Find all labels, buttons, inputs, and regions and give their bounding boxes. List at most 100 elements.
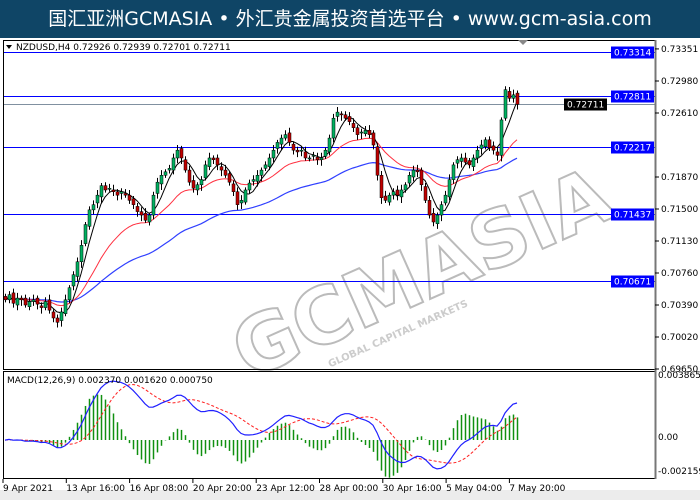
time-tick-label: 28 Apr 00:00 (320, 484, 379, 494)
ma-slow-line (4, 157, 518, 303)
candles (3, 86, 520, 328)
bull-candle (107, 187, 112, 190)
price-tick-label: 0.72610 (661, 109, 698, 119)
bull-candle (263, 164, 268, 169)
bear-candle (287, 132, 292, 143)
macd-axis: 0.003865 0.00 -0.002159 (658, 371, 700, 477)
bear-candle (51, 311, 56, 319)
macd-main-line (4, 380, 518, 470)
bull-candle (247, 182, 252, 191)
bull-candle (499, 119, 504, 156)
bull-candle (311, 155, 316, 157)
bear-candle (139, 211, 144, 216)
current-price-label: 0.72711 (567, 101, 604, 111)
macd-tick-label: 0.00 (658, 433, 678, 443)
current-price-tag (564, 98, 607, 111)
bull-candle (283, 134, 288, 139)
bull-candle (195, 184, 200, 191)
time-tick-label: 13 Apr 16:00 (66, 484, 125, 494)
bull-candle (79, 245, 84, 263)
bull-candle (271, 149, 276, 159)
symbol-info: NZDUSD,H4 0.72926 0.72939 0.72701 0.7271… (16, 43, 231, 53)
bear-candle (19, 297, 24, 301)
price-tick-label: 0.70020 (661, 333, 698, 343)
bull-candle (299, 149, 304, 152)
bear-candle (3, 296, 8, 301)
bottom-strip (0, 490, 700, 500)
bull-candle (119, 191, 124, 194)
bear-candle (187, 169, 192, 183)
level-tag-label: 0.72811 (614, 93, 651, 103)
bull-candle (203, 164, 208, 179)
bear-candle (179, 148, 184, 159)
level-tag-label: 0.71437 (614, 211, 651, 221)
bull-candle (43, 301, 48, 308)
bull-candle (403, 184, 408, 191)
level-tag-label: 0.70671 (614, 278, 651, 288)
time-tick-label: 23 Apr 12:00 (256, 484, 315, 494)
bear-candle (427, 200, 432, 216)
bear-candle (507, 91, 512, 99)
bull-candle (475, 149, 480, 159)
price-tick-label: 0.69650 (661, 365, 698, 375)
macd-tick-label: 0.003865 (658, 371, 700, 381)
bull-candle (155, 181, 160, 194)
price-tick-label: 0.70760 (661, 269, 698, 279)
bull-candle (359, 131, 364, 134)
bear-candle (115, 191, 120, 196)
bull-candle (15, 297, 20, 306)
bull-candle (503, 89, 508, 119)
dropdown-triangle-icon[interactable] (6, 45, 12, 49)
bear-candle (23, 297, 28, 306)
level-tag (611, 208, 654, 221)
bear-candle (211, 157, 216, 160)
bear-candle (223, 169, 228, 176)
bull-candle (87, 209, 92, 227)
bear-candle (191, 180, 196, 189)
bull-candle (267, 157, 272, 167)
bear-candle (515, 92, 520, 105)
bull-candle (479, 144, 484, 149)
bull-candle (67, 287, 72, 301)
bear-candle (231, 183, 236, 192)
bull-candle (207, 157, 212, 167)
bear-candle (183, 159, 188, 171)
bull-candle (239, 200, 244, 204)
bear-candle (215, 157, 220, 166)
bear-candle (39, 305, 44, 308)
bull-candle (99, 185, 104, 198)
bull-candle (59, 311, 64, 321)
chart-shift-marker-icon[interactable] (518, 40, 528, 45)
bull-candle (7, 294, 12, 301)
bear-candle (291, 143, 296, 151)
bear-candle (219, 166, 224, 171)
level-tag-label: 0.73314 (614, 49, 651, 59)
bear-candle (103, 185, 108, 191)
macd-indicator (4, 380, 519, 478)
bull-candle (407, 175, 412, 184)
bull-candle (167, 168, 172, 171)
bear-candle (235, 191, 240, 205)
price-tick-label: 0.73351 (661, 45, 698, 55)
macd-label: MACD(12,26,9) 0.002370 0.001620 0.000750 (7, 376, 213, 386)
bull-candle (31, 299, 36, 302)
bear-candle (295, 149, 300, 153)
ma-mid-line (4, 137, 518, 307)
bull-candle (511, 94, 516, 99)
bull-candle (399, 189, 404, 198)
bull-candle (387, 194, 392, 203)
bear-candle (315, 156, 320, 160)
bull-candle (471, 157, 476, 167)
bull-candle (259, 169, 264, 176)
bull-candle (175, 149, 180, 159)
bear-candle (347, 116, 352, 122)
bull-candle (91, 204, 96, 211)
bull-candle (459, 157, 464, 162)
bear-candle (367, 130, 372, 135)
bear-candle (123, 193, 128, 196)
bear-candle (111, 189, 116, 192)
level-tag (611, 141, 654, 154)
bear-candle (375, 146, 380, 176)
bear-candle (415, 169, 420, 173)
